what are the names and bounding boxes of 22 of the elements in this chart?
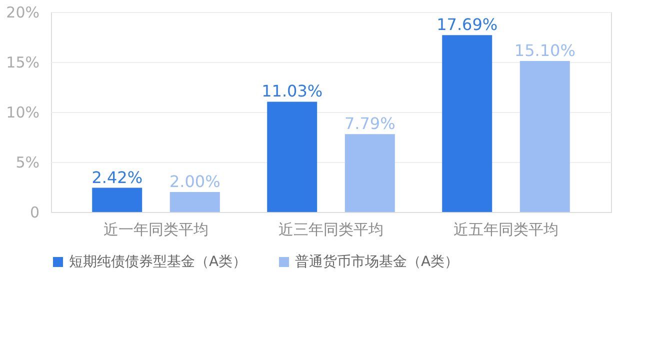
data-label: 15.10% [514, 41, 576, 60]
data-label: 2.42% [92, 168, 143, 187]
y-tick-label: 0 [30, 204, 40, 222]
bar [442, 35, 492, 212]
y-tick-label: 5% [16, 154, 40, 172]
data-label: 17.69% [436, 15, 498, 34]
y-tick-label: 15% [6, 54, 40, 72]
y-tick-label: 20% [6, 4, 40, 22]
bar [344, 134, 395, 212]
legend-label: 普通货币市场基金（A类） [295, 253, 459, 270]
data-label: 2.00% [169, 172, 220, 191]
bar [92, 188, 142, 212]
legend-label: 短期纯债债券型基金（A类） [69, 254, 247, 270]
bar [520, 61, 570, 212]
x-tick-label: 近一年同类平均 [104, 220, 208, 238]
bar [267, 102, 318, 212]
x-tick-label: 近三年同类平均 [278, 220, 384, 238]
data-label: 7.79% [344, 114, 396, 134]
x-tick-label: 近五年同类平均 [454, 220, 558, 238]
bar [170, 192, 220, 212]
data-label: 11.03% [262, 82, 323, 101]
y-tick-label: 10% [6, 104, 40, 122]
